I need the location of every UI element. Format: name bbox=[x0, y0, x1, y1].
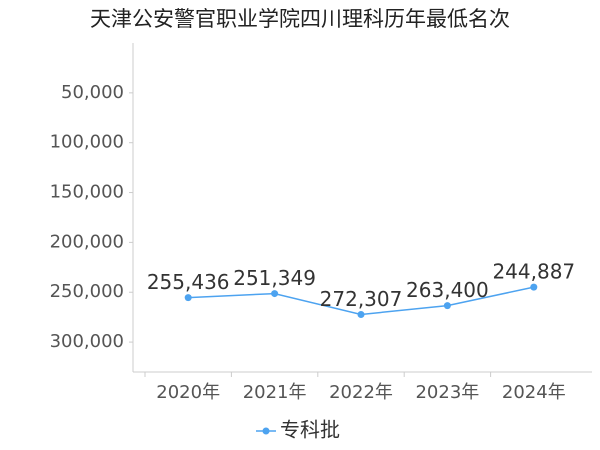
data-point bbox=[443, 302, 451, 310]
y-tick-label: 100,000 bbox=[50, 132, 124, 153]
data-label: 272,307 bbox=[320, 287, 403, 311]
data-label: 255,436 bbox=[147, 270, 230, 294]
y-tick-label: 150,000 bbox=[50, 182, 124, 203]
data-label: 251,349 bbox=[233, 266, 316, 290]
chart-title: 天津公安警官职业学院四川理科历年最低名次 bbox=[90, 7, 510, 31]
y-tick-label: 50,000 bbox=[61, 82, 124, 103]
y-tick-label: 200,000 bbox=[50, 231, 124, 252]
data-point bbox=[357, 310, 365, 318]
x-tick-label: 2021年 bbox=[243, 382, 307, 403]
x-tick-label: 2024年 bbox=[502, 382, 566, 403]
data-point bbox=[530, 283, 538, 291]
y-tick-label: 300,000 bbox=[50, 331, 124, 352]
data-label: 263,400 bbox=[406, 278, 489, 302]
legend-label: 专科批 bbox=[280, 418, 340, 442]
x-tick-label: 2020年 bbox=[156, 382, 220, 403]
data-label: 244,887 bbox=[492, 260, 575, 284]
data-point bbox=[271, 290, 279, 298]
x-tick-label: 2022年 bbox=[329, 382, 393, 403]
data-point bbox=[184, 294, 192, 302]
y-tick-label: 250,000 bbox=[50, 281, 124, 302]
legend-marker bbox=[262, 427, 270, 435]
x-tick-label: 2023年 bbox=[415, 382, 479, 403]
